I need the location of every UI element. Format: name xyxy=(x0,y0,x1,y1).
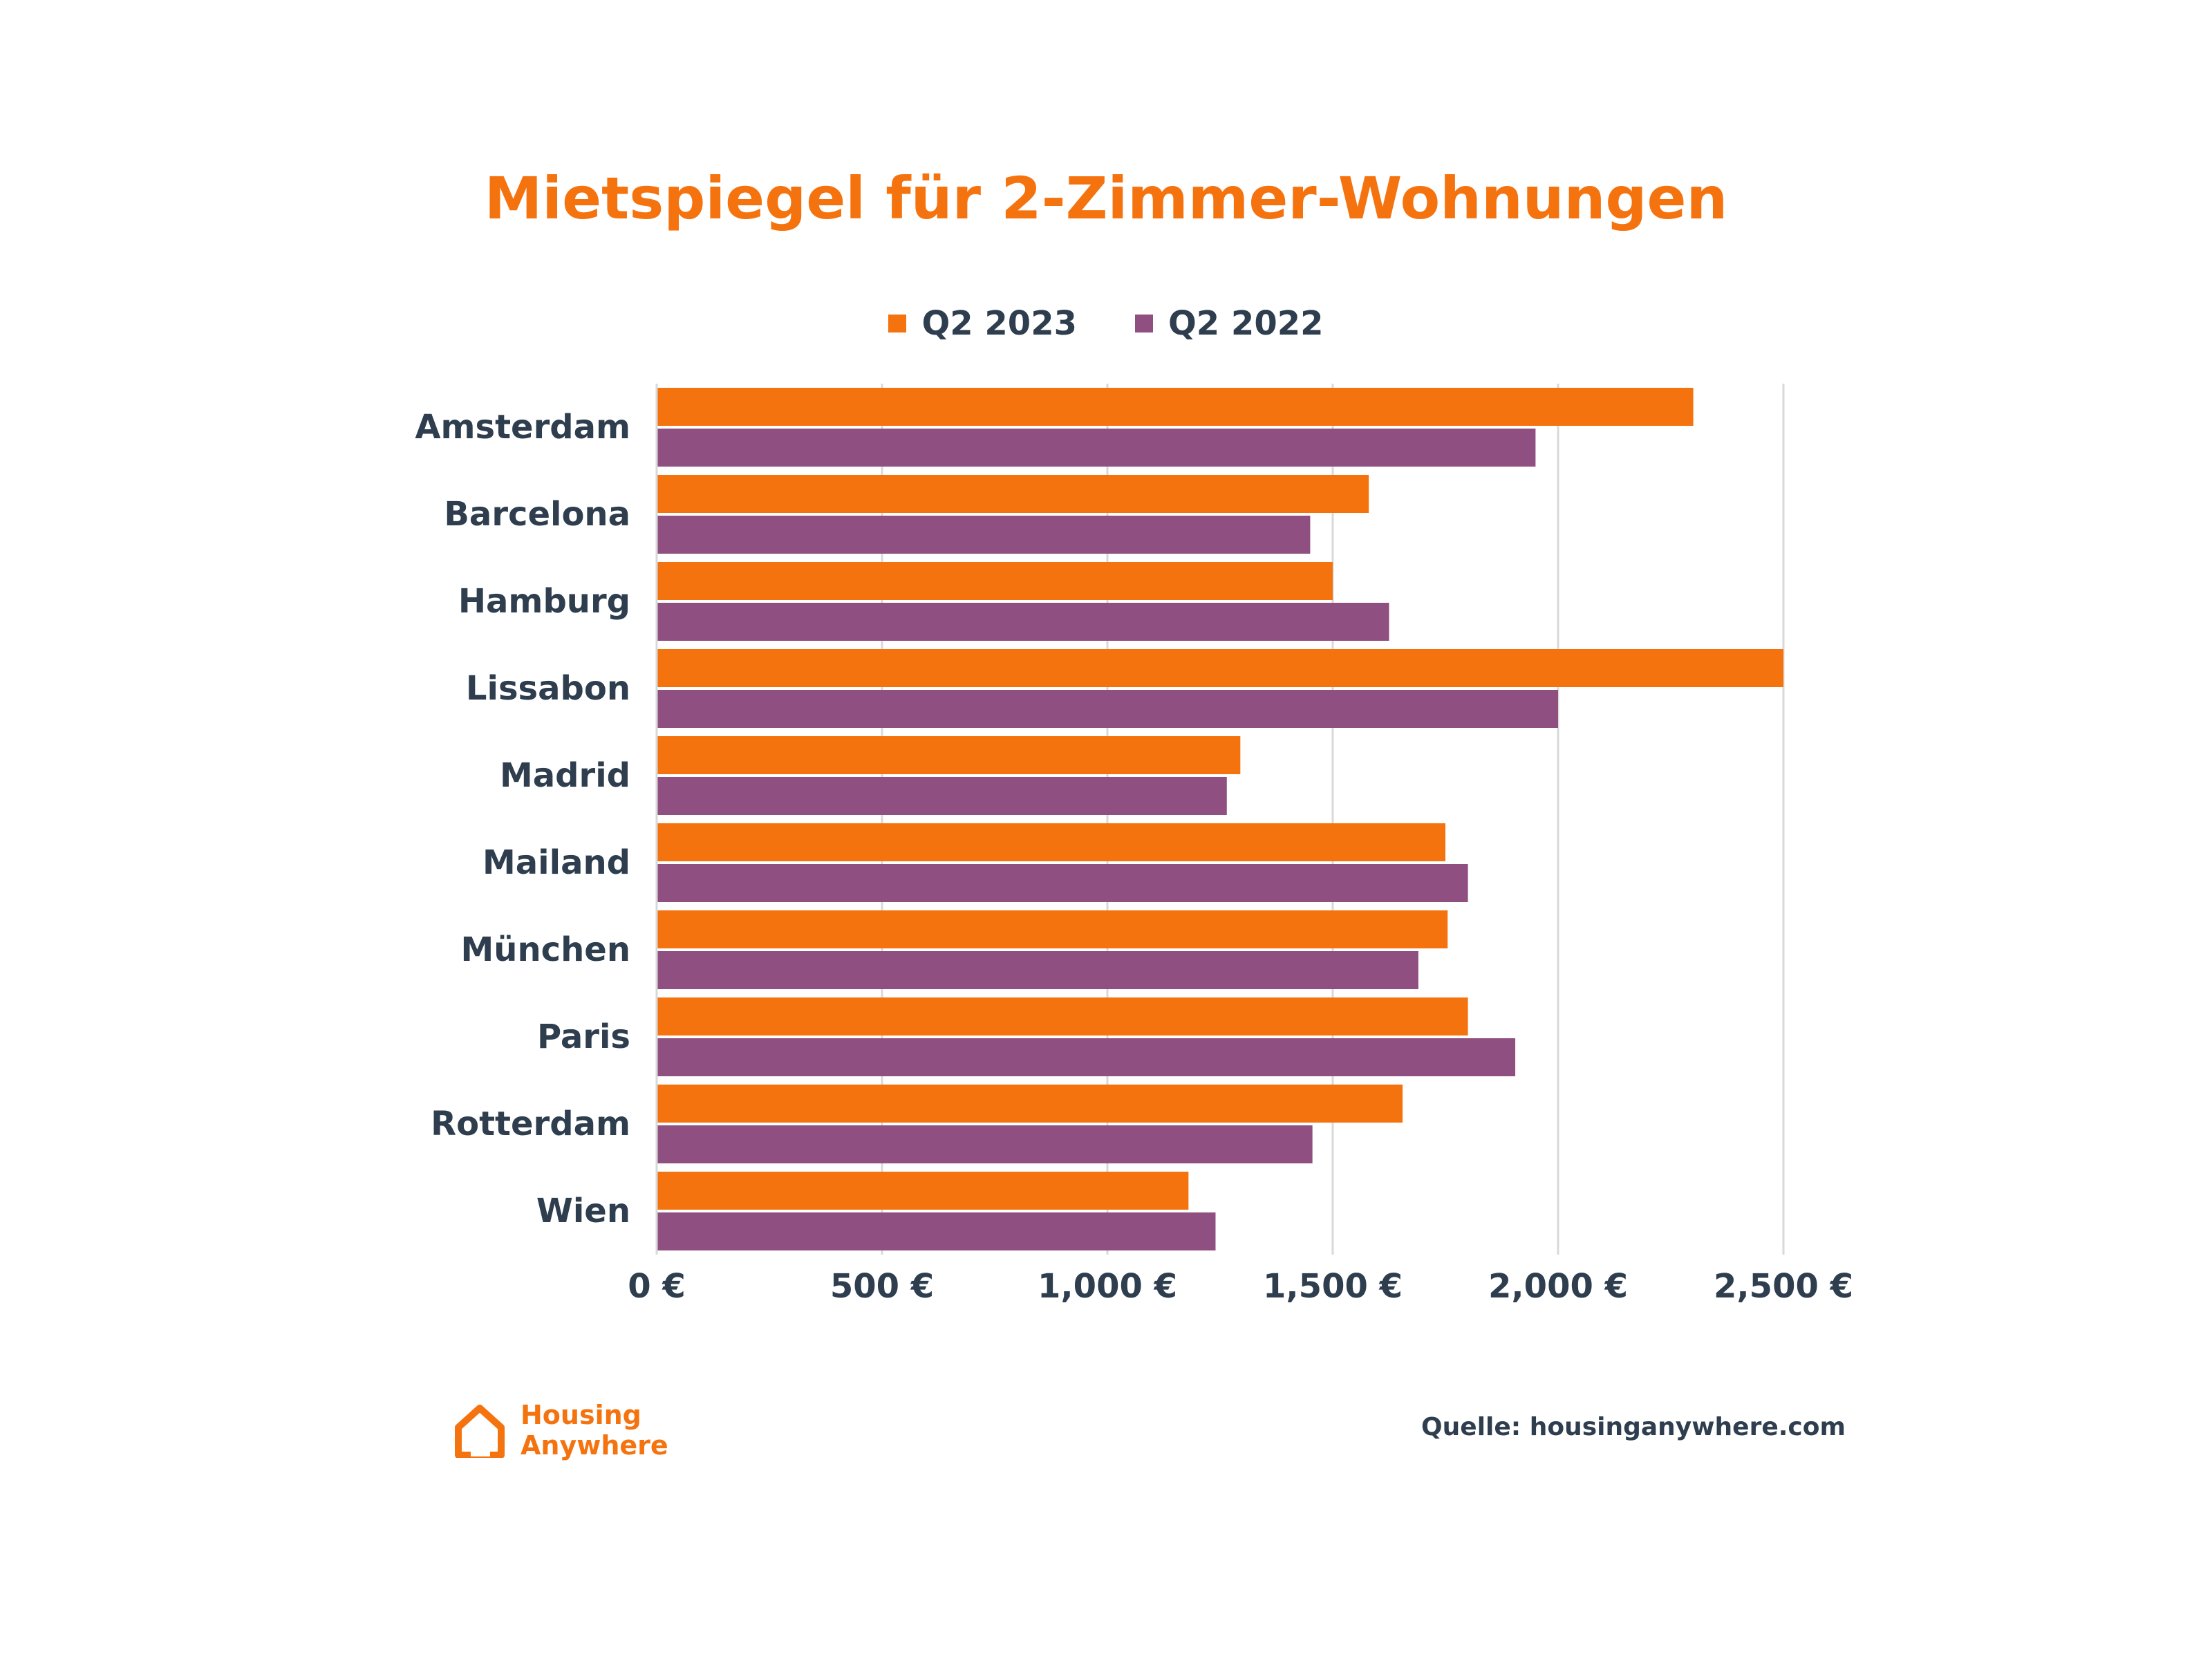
category-label-mailand: Mailand xyxy=(482,843,630,882)
chart-legend: Q2 2023 Q2 2022 xyxy=(0,304,2212,343)
legend-item-q2-2023: Q2 2023 xyxy=(888,304,1077,343)
logo-text-line2: Anywhere xyxy=(521,1430,668,1461)
category-label-barcelona: Barcelona xyxy=(444,495,630,534)
bar-hamburg-q2-2023 xyxy=(657,562,1333,600)
bar-rotterdam-q2-2022 xyxy=(657,1125,1313,1163)
x-tick-label-500: 500 € xyxy=(830,1267,934,1306)
category-label-lissabon: Lissabon xyxy=(466,669,630,708)
housing-anywhere-logo: Housing Anywhere xyxy=(453,1400,668,1461)
source-note: Quelle: housinganywhere.com xyxy=(1421,1413,1846,1441)
bar-barcelona-q2-2022 xyxy=(657,516,1311,554)
legend-swatch-q2-2022 xyxy=(1135,315,1153,332)
category-label-münchen: München xyxy=(461,930,630,969)
category-label-wien: Wien xyxy=(536,1192,630,1230)
category-label-rotterdam: Rotterdam xyxy=(431,1105,630,1143)
legend-item-q2-2022: Q2 2022 xyxy=(1135,304,1324,343)
bar-mailand-q2-2023 xyxy=(657,823,1445,861)
bar-paris-q2-2022 xyxy=(657,1038,1516,1076)
bar-münchen-q2-2023 xyxy=(657,910,1448,948)
house-icon xyxy=(455,1405,505,1458)
bar-rotterdam-q2-2023 xyxy=(657,1085,1403,1123)
category-label-madrid: Madrid xyxy=(500,756,630,795)
bar-lissabon-q2-2022 xyxy=(657,690,1558,728)
bar-barcelona-q2-2023 xyxy=(657,475,1369,513)
x-tick-label-2500: 2,500 € xyxy=(1714,1267,1853,1306)
category-label-hamburg: Hamburg xyxy=(458,582,630,621)
legend-label-q2-2022: Q2 2022 xyxy=(1168,304,1324,343)
bar-madrid-q2-2022 xyxy=(657,777,1227,815)
legend-swatch-q2-2023 xyxy=(888,315,907,332)
chart-title: Mietspiegel für 2-Zimmer-Wohnungen xyxy=(484,165,1728,232)
bar-mailand-q2-2022 xyxy=(657,864,1468,902)
bar-wien-q2-2023 xyxy=(657,1172,1189,1210)
bar-wien-q2-2022 xyxy=(657,1212,1216,1250)
bar-paris-q2-2023 xyxy=(657,997,1468,1035)
logo-text-line1: Housing xyxy=(521,1400,641,1430)
bar-amsterdam-q2-2023 xyxy=(657,388,1694,426)
category-label-paris: Paris xyxy=(537,1018,630,1056)
category-label-amsterdam: Amsterdam xyxy=(415,408,630,447)
bar-münchen-q2-2022 xyxy=(657,951,1418,989)
legend-label-q2-2023: Q2 2023 xyxy=(921,304,1077,343)
bar-hamburg-q2-2022 xyxy=(657,603,1389,641)
x-tick-label-0: 0 € xyxy=(628,1267,686,1306)
bar-madrid-q2-2023 xyxy=(657,736,1241,774)
bar-lissabon-q2-2023 xyxy=(657,649,1783,687)
bar-amsterdam-q2-2022 xyxy=(657,429,1536,467)
x-tick-label-1000: 1,000 € xyxy=(1038,1267,1177,1306)
x-tick-label-2000: 2,000 € xyxy=(1488,1267,1628,1306)
x-tick-label-1500: 1,500 € xyxy=(1263,1267,1403,1306)
